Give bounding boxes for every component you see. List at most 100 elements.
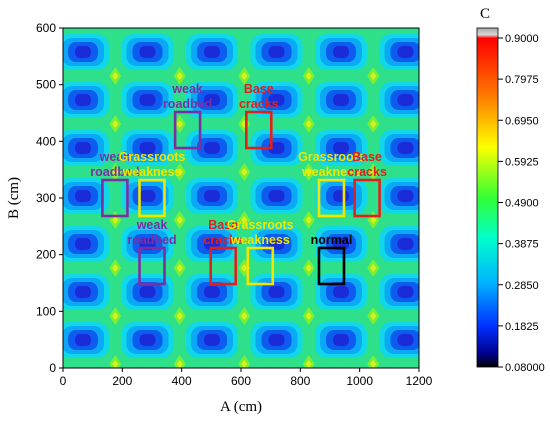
colorbar-tick-label: 0.4900	[505, 198, 539, 210]
x-tick-label: 400	[172, 374, 192, 388]
annotation-label: weakness	[230, 233, 290, 247]
annotation-box	[245, 110, 273, 150]
contour-peak	[109, 115, 122, 133]
x-tick-label: 800	[290, 374, 310, 388]
contour-peak	[238, 355, 251, 368]
contour-well	[315, 82, 367, 118]
contour-peak	[109, 67, 122, 85]
contour-well	[121, 322, 174, 358]
annotation-label: roadbed	[127, 233, 176, 247]
contour-peak	[432, 307, 444, 325]
contour-peak	[432, 355, 444, 373]
annotation-label: Base	[244, 82, 274, 96]
contour-well	[186, 178, 238, 214]
contour-peak	[238, 307, 251, 325]
x-axis: 0 200 400 600 800 1000 1200	[60, 368, 433, 388]
x-tick-label: 1000	[346, 374, 373, 388]
annotation-box	[209, 246, 237, 286]
annotation-label: weakness	[301, 165, 361, 179]
contour-well	[379, 130, 419, 166]
contour-well	[121, 34, 174, 70]
contour-well	[121, 130, 174, 166]
y-tick-label: 100	[36, 304, 56, 318]
annotation-box	[101, 178, 129, 218]
y-tick-label: 400	[36, 134, 56, 148]
contour-well	[186, 34, 238, 70]
colorbar-tick-label: 0.5925	[505, 156, 539, 168]
contour-peak	[173, 67, 186, 85]
contour-peak	[367, 259, 380, 277]
colorbar-tick-label: 0.3875	[505, 239, 539, 251]
contour-well	[379, 274, 419, 310]
contour-well	[186, 226, 238, 262]
contour-peak	[367, 355, 380, 368]
contour-peak	[302, 259, 315, 277]
x-tick-label: 200	[112, 374, 132, 388]
annotation-box	[246, 246, 275, 286]
contour-peak	[302, 163, 315, 181]
contour-well	[379, 82, 419, 118]
annotation-label: Grassroots	[227, 218, 294, 232]
annotation-label: Grassroots	[298, 150, 365, 164]
contour-peak	[173, 259, 186, 277]
contour-well	[250, 322, 303, 358]
annotation-label: weak	[99, 150, 131, 164]
contour-well	[63, 82, 109, 118]
colorbar-tick-label: 0.9000	[505, 33, 539, 45]
annotation-label: roadbed	[90, 165, 139, 179]
contour-peak	[109, 163, 122, 181]
annotation-box	[138, 178, 166, 218]
contour-peak	[109, 355, 122, 368]
contour-peak	[238, 211, 251, 229]
contour-peak	[367, 163, 380, 181]
contour-peak	[367, 67, 380, 85]
annotation-box	[173, 110, 202, 150]
contour-well	[250, 34, 303, 70]
annotation-layer: weakroadbedBasecracksweakroadbedGrassroo…	[90, 82, 387, 286]
annotation-label: cracks	[347, 165, 387, 179]
colorbar-title: C	[480, 6, 490, 22]
x-axis-title: A (cm)	[220, 399, 262, 415]
contour-well	[379, 34, 419, 70]
contour-well	[121, 178, 174, 214]
contour-well	[250, 274, 303, 310]
colorbar-tick-label: 0.7975	[505, 74, 539, 86]
annotation-box	[317, 178, 346, 218]
y-tick-label: 500	[36, 78, 56, 92]
contour-peak	[432, 211, 444, 229]
contour-peak	[302, 115, 315, 133]
contour-peak	[432, 67, 444, 85]
x-tick-label: 1200	[406, 374, 433, 388]
contour-peak	[302, 211, 315, 229]
contour-peak	[432, 115, 444, 133]
contour-peak	[109, 307, 122, 325]
contour-well	[444, 370, 496, 406]
contour-peak	[302, 355, 315, 368]
annotation-label: cracks	[203, 233, 243, 247]
y-tick-label: 600	[36, 21, 56, 35]
contour-peak	[367, 307, 380, 325]
colorbar: C 0.9000 0.7975 0.6950 0.5925 0.4900 0.3875 0.…	[476, 6, 545, 374]
contour-well	[186, 322, 238, 358]
contour-well	[315, 130, 367, 166]
x-tick-label: 600	[231, 374, 251, 388]
contour-peak	[302, 67, 315, 85]
contour-peak	[432, 259, 444, 277]
colorbar-gradient	[476, 27, 499, 368]
annotation-label: Grassroots	[119, 150, 186, 164]
contour-well	[63, 178, 109, 214]
annotation-label: cracks	[239, 97, 279, 111]
colorbar-tick-label: 0.08000	[505, 362, 545, 374]
contour-well	[315, 322, 367, 358]
contour-peak	[238, 67, 251, 85]
annotation-label: weak	[136, 218, 168, 232]
contour-peak	[367, 115, 380, 133]
contour-well	[315, 178, 367, 214]
